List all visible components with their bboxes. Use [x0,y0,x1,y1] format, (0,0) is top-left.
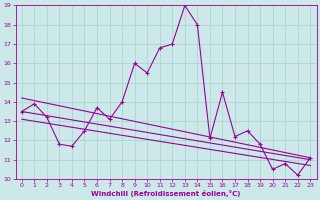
X-axis label: Windchill (Refroidissement éolien,°C): Windchill (Refroidissement éolien,°C) [91,190,241,197]
